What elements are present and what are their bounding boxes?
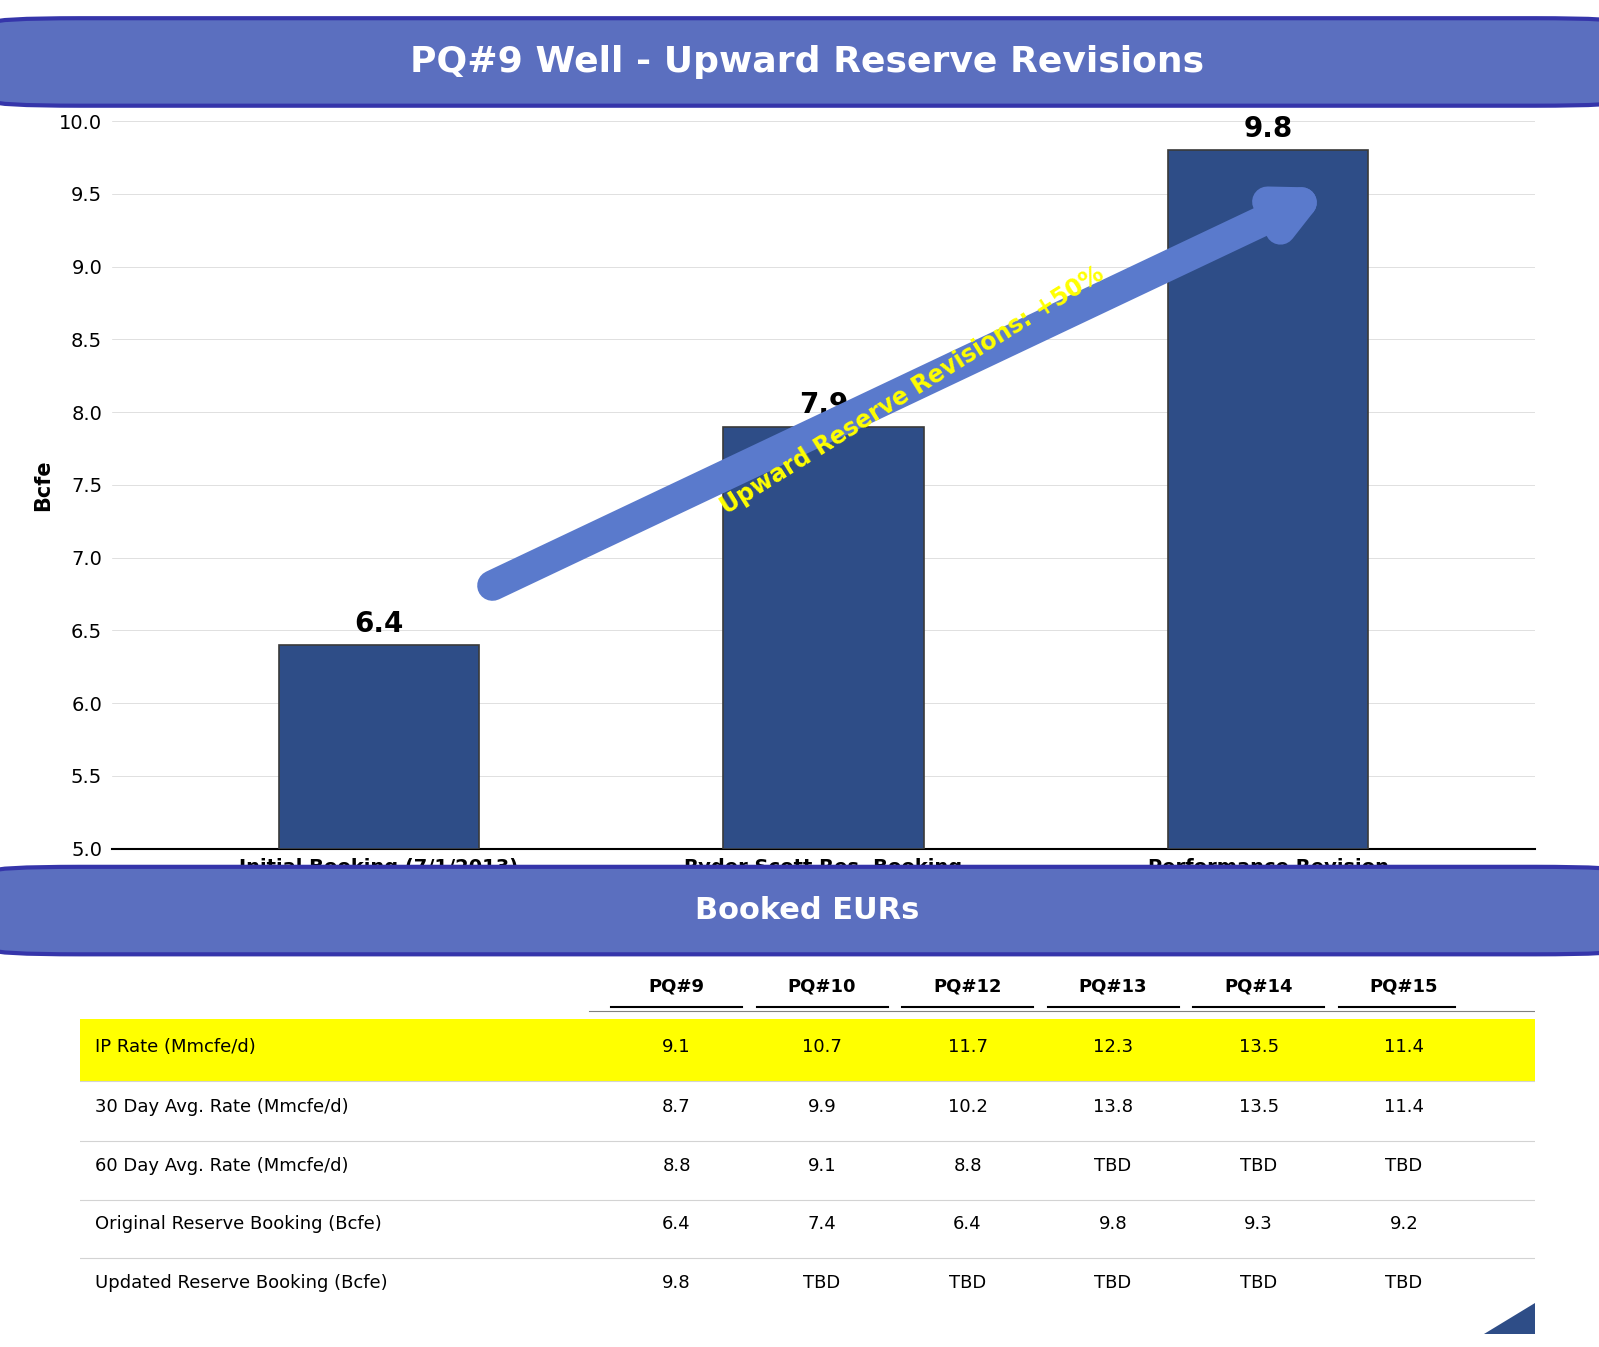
Text: 30 Day Avg. Rate (Mmcfe/d): 30 Day Avg. Rate (Mmcfe/d) <box>94 1098 349 1117</box>
Text: 12.3: 12.3 <box>1094 1039 1134 1056</box>
Text: 13.5: 13.5 <box>1239 1039 1279 1056</box>
Text: TBD: TBD <box>1094 1274 1132 1292</box>
FancyBboxPatch shape <box>0 19 1599 105</box>
Text: Booked EURs: Booked EURs <box>696 896 919 925</box>
Text: 11.4: 11.4 <box>1385 1098 1425 1117</box>
Text: 9.8: 9.8 <box>1244 114 1294 143</box>
Text: 10.7: 10.7 <box>803 1039 843 1056</box>
Text: Original Reserve Booking (Bcfe): Original Reserve Booking (Bcfe) <box>94 1215 381 1233</box>
Y-axis label: Bcfe: Bcfe <box>34 459 53 511</box>
Text: TBD: TBD <box>1385 1274 1423 1292</box>
Text: 6.4: 6.4 <box>662 1215 691 1233</box>
Text: 7.9: 7.9 <box>800 392 847 419</box>
Text: TBD: TBD <box>1094 1157 1132 1175</box>
Text: IP Rate (Mmcfe/d): IP Rate (Mmcfe/d) <box>94 1039 256 1056</box>
Text: TBD: TBD <box>948 1274 987 1292</box>
Text: 9.1: 9.1 <box>807 1157 836 1175</box>
Bar <box>1169 151 1369 849</box>
Text: Updated Reserve Booking (Bcfe): Updated Reserve Booking (Bcfe) <box>94 1274 387 1292</box>
Text: PQ#13: PQ#13 <box>1079 978 1148 995</box>
Text: TBD: TBD <box>1385 1157 1423 1175</box>
Text: Upward Reserve Revisions: +50%: Upward Reserve Revisions: +50% <box>716 261 1108 519</box>
Bar <box>278 645 478 849</box>
Text: PQ#14: PQ#14 <box>1225 978 1294 995</box>
Polygon shape <box>1484 1304 1535 1334</box>
Text: 9.8: 9.8 <box>662 1274 691 1292</box>
Text: PQ#15: PQ#15 <box>1370 978 1439 995</box>
FancyBboxPatch shape <box>80 1018 1535 1080</box>
Text: 13.8: 13.8 <box>1094 1098 1134 1117</box>
Text: 9.8: 9.8 <box>1099 1215 1127 1233</box>
Text: PQ#12: PQ#12 <box>934 978 1003 995</box>
Text: 8.7: 8.7 <box>662 1098 691 1117</box>
Text: 60 Day Avg. Rate (Mmcfe/d): 60 Day Avg. Rate (Mmcfe/d) <box>94 1157 349 1175</box>
Text: PQ#9 Well - Upward Reserve Revisions: PQ#9 Well - Upward Reserve Revisions <box>411 44 1204 79</box>
Text: PQ#10: PQ#10 <box>788 978 857 995</box>
Text: 9.1: 9.1 <box>662 1039 691 1056</box>
Text: 6.4: 6.4 <box>953 1215 982 1233</box>
Text: 6.4: 6.4 <box>353 610 403 637</box>
Text: 7.4: 7.4 <box>807 1215 836 1233</box>
Text: 9.9: 9.9 <box>807 1098 836 1117</box>
Text: 9.2: 9.2 <box>1390 1215 1418 1233</box>
Text: TBD: TBD <box>1239 1157 1278 1175</box>
Text: 8.8: 8.8 <box>953 1157 982 1175</box>
Text: 8.8: 8.8 <box>662 1157 691 1175</box>
Text: TBD: TBD <box>803 1274 841 1292</box>
Text: 11.4: 11.4 <box>1385 1039 1425 1056</box>
Bar <box>723 427 924 849</box>
Text: 13.5: 13.5 <box>1239 1098 1279 1117</box>
Text: 9.3: 9.3 <box>1244 1215 1273 1233</box>
Text: PQ#9: PQ#9 <box>649 978 705 995</box>
Text: 10.2: 10.2 <box>948 1098 988 1117</box>
Text: TBD: TBD <box>1239 1274 1278 1292</box>
Text: 11.7: 11.7 <box>948 1039 988 1056</box>
FancyBboxPatch shape <box>0 867 1599 954</box>
